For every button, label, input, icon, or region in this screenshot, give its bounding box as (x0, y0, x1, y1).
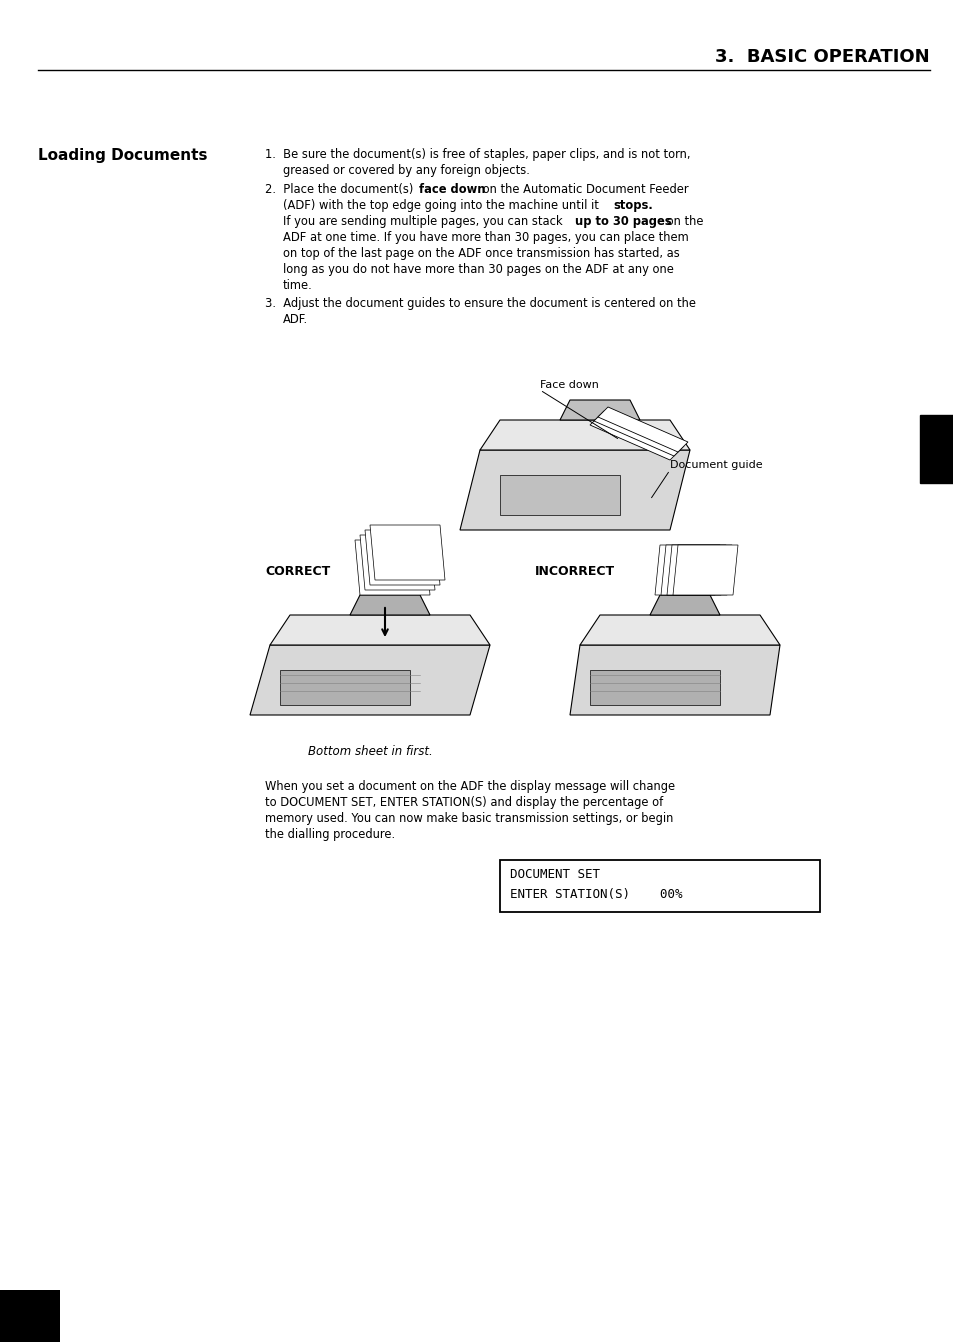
Polygon shape (579, 615, 780, 646)
Text: Loading Documents: Loading Documents (38, 148, 208, 162)
Text: (ADF) with the top edge going into the machine until it: (ADF) with the top edge going into the m… (283, 199, 602, 212)
Text: DOCUMENT SET: DOCUMENT SET (510, 868, 599, 880)
Polygon shape (672, 545, 738, 595)
Text: Document guide: Document guide (669, 460, 761, 470)
Text: to DOCUMENT SET, ENTER STATION(S) and display the percentage of: to DOCUMENT SET, ENTER STATION(S) and di… (265, 796, 662, 809)
Bar (589, 670, 720, 705)
Text: face down: face down (418, 183, 485, 196)
Text: on top of the last page on the ADF once transmission has started, as: on top of the last page on the ADF once … (283, 247, 679, 260)
Polygon shape (559, 400, 639, 420)
Polygon shape (666, 545, 731, 595)
Text: ADF.: ADF. (283, 313, 308, 326)
Text: the dialling procedure.: the dialling procedure. (265, 828, 395, 841)
Text: ADF at one time. If you have more than 30 pages, you can place them: ADF at one time. If you have more than 3… (283, 231, 688, 244)
Polygon shape (355, 539, 430, 595)
Bar (919, 415, 953, 483)
Text: CORRECT: CORRECT (265, 565, 330, 578)
Text: on the: on the (662, 215, 702, 228)
Text: Face down: Face down (539, 380, 598, 391)
Bar (499, 860, 820, 913)
Polygon shape (270, 615, 490, 646)
Polygon shape (359, 535, 435, 590)
Bar (0, 1290, 60, 1342)
Text: Bottom sheet in first.: Bottom sheet in first. (307, 745, 432, 758)
Polygon shape (589, 415, 679, 460)
Polygon shape (649, 595, 720, 615)
Polygon shape (594, 411, 683, 456)
Text: 3.  BASIC OPERATION: 3. BASIC OPERATION (715, 48, 929, 66)
Text: on the Automatic Document Feeder: on the Automatic Document Feeder (478, 183, 688, 196)
Text: If you are sending multiple pages, you can stack: If you are sending multiple pages, you c… (283, 215, 566, 228)
Polygon shape (250, 646, 490, 715)
Text: ENTER STATION(S)    00%: ENTER STATION(S) 00% (510, 888, 681, 900)
Polygon shape (569, 646, 780, 715)
Text: long as you do not have more than 30 pages on the ADF at any one: long as you do not have more than 30 pag… (283, 263, 673, 276)
Bar (499, 475, 619, 515)
Text: 2.  Place the document(s): 2. Place the document(s) (265, 183, 416, 196)
Text: When you set a document on the ADF the display message will change: When you set a document on the ADF the d… (265, 780, 675, 793)
Text: INCORRECT: INCORRECT (535, 565, 615, 578)
Text: greased or covered by any foreign objects.: greased or covered by any foreign object… (283, 164, 529, 177)
Text: 3.  Adjust the document guides to ensure the document is centered on the: 3. Adjust the document guides to ensure … (265, 297, 696, 310)
Text: 3: 3 (928, 439, 943, 459)
Polygon shape (598, 407, 687, 452)
Text: stops.: stops. (613, 199, 652, 212)
Text: memory used. You can now make basic transmission settings, or begin: memory used. You can now make basic tran… (265, 812, 673, 825)
Polygon shape (479, 420, 689, 450)
Polygon shape (655, 545, 720, 595)
Polygon shape (660, 545, 725, 595)
Polygon shape (365, 530, 439, 585)
Text: 1.  Be sure the document(s) is free of staples, paper clips, and is not torn,: 1. Be sure the document(s) is free of st… (265, 148, 690, 161)
Text: up to 30 pages: up to 30 pages (575, 215, 671, 228)
Polygon shape (350, 595, 430, 615)
Polygon shape (370, 525, 444, 580)
Polygon shape (459, 450, 689, 530)
Bar (280, 670, 410, 705)
Text: time.: time. (283, 279, 313, 293)
